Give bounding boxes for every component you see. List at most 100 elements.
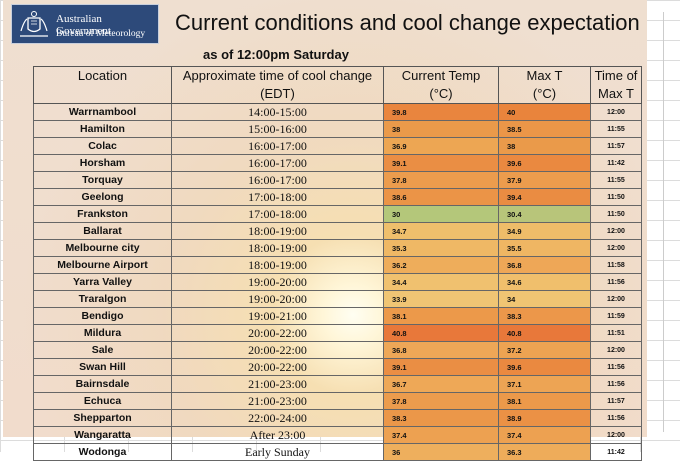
location-cell: Swan Hill — [33, 358, 172, 376]
table-row: Traralgon 19:00-20:00 33.9 34 12:00 — [33, 290, 642, 308]
max-temp-cell: 39.4 — [498, 188, 591, 206]
table-row: Warrnambool 14:00-15:00 39.8 40 12:00 — [33, 103, 642, 121]
cool-change-cell: 20:00-22:00 — [171, 341, 384, 359]
max-temp-cell: 34 — [498, 290, 591, 308]
page-subtitle: as of 12:00pm Saturday — [203, 47, 349, 62]
max-temp-cell: 39.6 — [498, 154, 591, 172]
cool-change-cell: 20:00-22:00 — [171, 358, 384, 376]
location-cell: Echuca — [33, 392, 172, 410]
time-of-max-cell: 11:51 — [590, 324, 642, 342]
current-temp-cell: 37.8 — [383, 392, 499, 410]
current-temp-cell: 36.2 — [383, 256, 499, 274]
table-row: Wodonga Early Sunday 36 36.3 11:42 — [33, 443, 642, 461]
max-temp-cell: 40.8 — [498, 324, 591, 342]
max-temp-cell: 38.5 — [498, 120, 591, 138]
current-temp-cell: 33.9 — [383, 290, 499, 308]
max-temp-cell: 38 — [498, 137, 591, 155]
header-current-temp-unit: (°C) — [383, 85, 499, 104]
current-temp-cell: 40.8 — [383, 324, 499, 342]
header-location: Location — [33, 66, 172, 85]
bureau-name: Bureau of Meteorology — [56, 29, 146, 39]
location-cell: Bairnsdale — [33, 375, 172, 393]
max-temp-cell: 40 — [498, 103, 591, 121]
time-of-max-cell: 11:56 — [590, 409, 642, 427]
table-row: Colac 16:00-17:00 36.9 38 11:57 — [33, 137, 642, 155]
location-cell: Traralgon — [33, 290, 172, 308]
table-row: Geelong 17:00-18:00 38.6 39.4 11:50 — [33, 188, 642, 206]
max-temp-cell: 38.9 — [498, 409, 591, 427]
time-of-max-cell: 11:56 — [590, 273, 642, 291]
max-temp-cell: 37.1 — [498, 375, 591, 393]
current-temp-cell: 39.1 — [383, 358, 499, 376]
table-body: Warrnambool 14:00-15:00 39.8 40 12:00 Hamilto… — [33, 103, 642, 461]
current-temp-cell: 37.4 — [383, 426, 499, 444]
cool-change-cell: 21:00-23:00 — [171, 392, 384, 410]
cool-change-cell: 20:00-22:00 — [171, 324, 384, 342]
header-max-temp-unit: (°C) — [498, 85, 591, 104]
header-cool-change: Approximate time of cool change — [171, 66, 384, 85]
conditions-panel: Australian Government Bureau of Meteorol… — [3, 0, 647, 461]
time-of-max-cell: 11:57 — [590, 137, 642, 155]
time-of-max-cell: 11:57 — [590, 392, 642, 410]
table-row: Yarra Valley 19:00-20:00 34.4 34.6 11:56 — [33, 273, 642, 291]
cool-change-cell: 19:00-21:00 — [171, 307, 384, 325]
max-temp-cell: 37.4 — [498, 426, 591, 444]
current-temp-cell: 37.8 — [383, 171, 499, 189]
scrollbar[interactable] — [663, 12, 672, 432]
cool-change-cell: 19:00-20:00 — [171, 290, 384, 308]
cool-change-cell: 16:00-17:00 — [171, 137, 384, 155]
current-temp-cell: 36 — [383, 443, 499, 461]
current-temp-cell: 35.3 — [383, 239, 499, 257]
time-of-max-cell: 12:00 — [590, 222, 642, 240]
max-temp-cell: 38.3 — [498, 307, 591, 325]
current-temp-cell: 34.7 — [383, 222, 499, 240]
bom-logo: Australian Government Bureau of Meteorol… — [11, 4, 159, 44]
conditions-table: Location Approximate time of cool change… — [33, 66, 642, 461]
location-cell: Bendigo — [33, 307, 172, 325]
table-row: Ballarat 18:00-19:00 34.7 34.9 12:00 — [33, 222, 642, 240]
location-cell: Geelong — [33, 188, 172, 206]
location-cell: Wodonga — [33, 443, 172, 461]
table-row: Shepparton 22:00-24:00 38.3 38.9 11:56 — [33, 409, 642, 427]
table-row: Hamilton 15:00-16:00 38 38.5 11:55 — [33, 120, 642, 138]
time-of-max-cell: 12:00 — [590, 290, 642, 308]
current-temp-cell: 38.6 — [383, 188, 499, 206]
header-row-2: (EDT) (°C) (°C) Max T — [33, 85, 642, 104]
cool-change-cell: 18:00-19:00 — [171, 239, 384, 257]
time-of-max-cell: 12:00 — [590, 341, 642, 359]
location-cell: Mildura — [33, 324, 172, 342]
table-row: Torquay 16:00-17:00 37.8 37.9 11:55 — [33, 171, 642, 189]
header-row-1: Location Approximate time of cool change… — [33, 66, 642, 85]
cool-change-cell: 18:00-19:00 — [171, 222, 384, 240]
max-temp-cell: 36.8 — [498, 256, 591, 274]
location-cell: Melbourne Airport — [33, 256, 172, 274]
coat-of-arms-icon — [20, 11, 48, 37]
table-row: Frankston 17:00-18:00 30 30.4 11:50 — [33, 205, 642, 223]
table-row: Horsham 16:00-17:00 39.1 39.6 11:42 — [33, 154, 642, 172]
time-of-max-cell: 12:00 — [590, 103, 642, 121]
time-of-max-cell: 11:42 — [590, 443, 642, 461]
table-row: Wangaratta After 23:00 37.4 37.4 12:00 — [33, 426, 642, 444]
org-name: Australian Government — [56, 13, 111, 37]
table-row: Swan Hill 20:00-22:00 39.1 39.6 11:56 — [33, 358, 642, 376]
max-temp-cell: 35.5 — [498, 239, 591, 257]
current-temp-cell: 36.9 — [383, 137, 499, 155]
max-temp-cell: 39.6 — [498, 358, 591, 376]
time-of-max-cell: 11:50 — [590, 205, 642, 223]
location-cell: Frankston — [33, 205, 172, 223]
table-row: Melbourne Airport 18:00-19:00 36.2 36.8 11:5… — [33, 256, 642, 274]
current-temp-cell: 39.1 — [383, 154, 499, 172]
location-cell: Ballarat — [33, 222, 172, 240]
table-row: Mildura 20:00-22:00 40.8 40.8 11:51 — [33, 324, 642, 342]
current-temp-cell: 36.7 — [383, 375, 499, 393]
location-cell: Colac — [33, 137, 172, 155]
header-location-blank — [33, 85, 172, 104]
location-cell: Shepparton — [33, 409, 172, 427]
location-cell: Torquay — [33, 171, 172, 189]
max-temp-cell: 34.6 — [498, 273, 591, 291]
cool-change-cell: 15:00-16:00 — [171, 120, 384, 138]
time-of-max-cell: 11:50 — [590, 188, 642, 206]
cool-change-cell: 19:00-20:00 — [171, 273, 384, 291]
table-row: Melbourne city 18:00-19:00 35.3 35.5 12:00 — [33, 239, 642, 257]
current-temp-cell: 38.3 — [383, 409, 499, 427]
